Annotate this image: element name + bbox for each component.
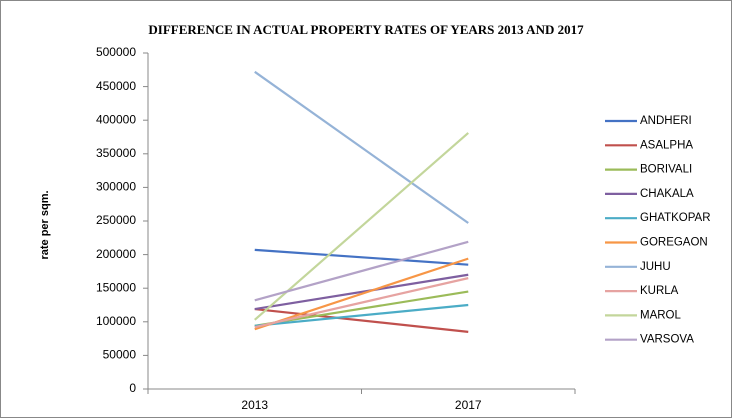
y-tick-label: 500000 <box>96 45 136 59</box>
y-tick-label: 350000 <box>96 146 136 160</box>
y-tick-label: 200000 <box>96 247 136 261</box>
y-tick-label: 300000 <box>96 180 136 194</box>
line-series <box>254 248 469 266</box>
y-tick-label: 150000 <box>96 280 136 294</box>
line-series <box>254 70 469 224</box>
legend-label: ANDHERI <box>640 115 692 127</box>
line-series <box>254 307 469 333</box>
legend-label: MAROL <box>640 309 682 321</box>
chart-title: DIFFERENCE IN ACTUAL PROPERTY RATES OF Y… <box>148 22 584 37</box>
y-tick-label: 400000 <box>96 112 136 126</box>
line-series <box>254 132 469 321</box>
y-tick-label: 50000 <box>103 348 137 362</box>
legend-label: CHAKALA <box>640 188 694 200</box>
legend-label: GOREGAON <box>640 237 708 249</box>
line-series <box>254 277 469 329</box>
line-series <box>254 273 469 311</box>
legend-label: GHATKOPAR <box>640 212 711 224</box>
legend-label: VARSOVA <box>640 334 694 346</box>
x-tick-label: 2017 <box>455 398 482 412</box>
y-tick-label: 450000 <box>96 79 136 93</box>
legend-label: JUHU <box>640 261 671 273</box>
y-tick-label: 0 <box>129 381 136 395</box>
legend-label: BORIVALI <box>640 164 692 176</box>
legend-label: KURLA <box>640 285 679 297</box>
line-series <box>254 257 469 331</box>
line-series <box>254 303 469 327</box>
y-tick-label: 100000 <box>96 314 136 328</box>
legend-label: ASALPHA <box>640 139 693 151</box>
x-tick-label: 2013 <box>241 398 268 412</box>
line-series <box>254 240 469 302</box>
y-axis-label: rate per sqm. <box>39 190 51 259</box>
y-tick-label: 250000 <box>96 213 136 227</box>
